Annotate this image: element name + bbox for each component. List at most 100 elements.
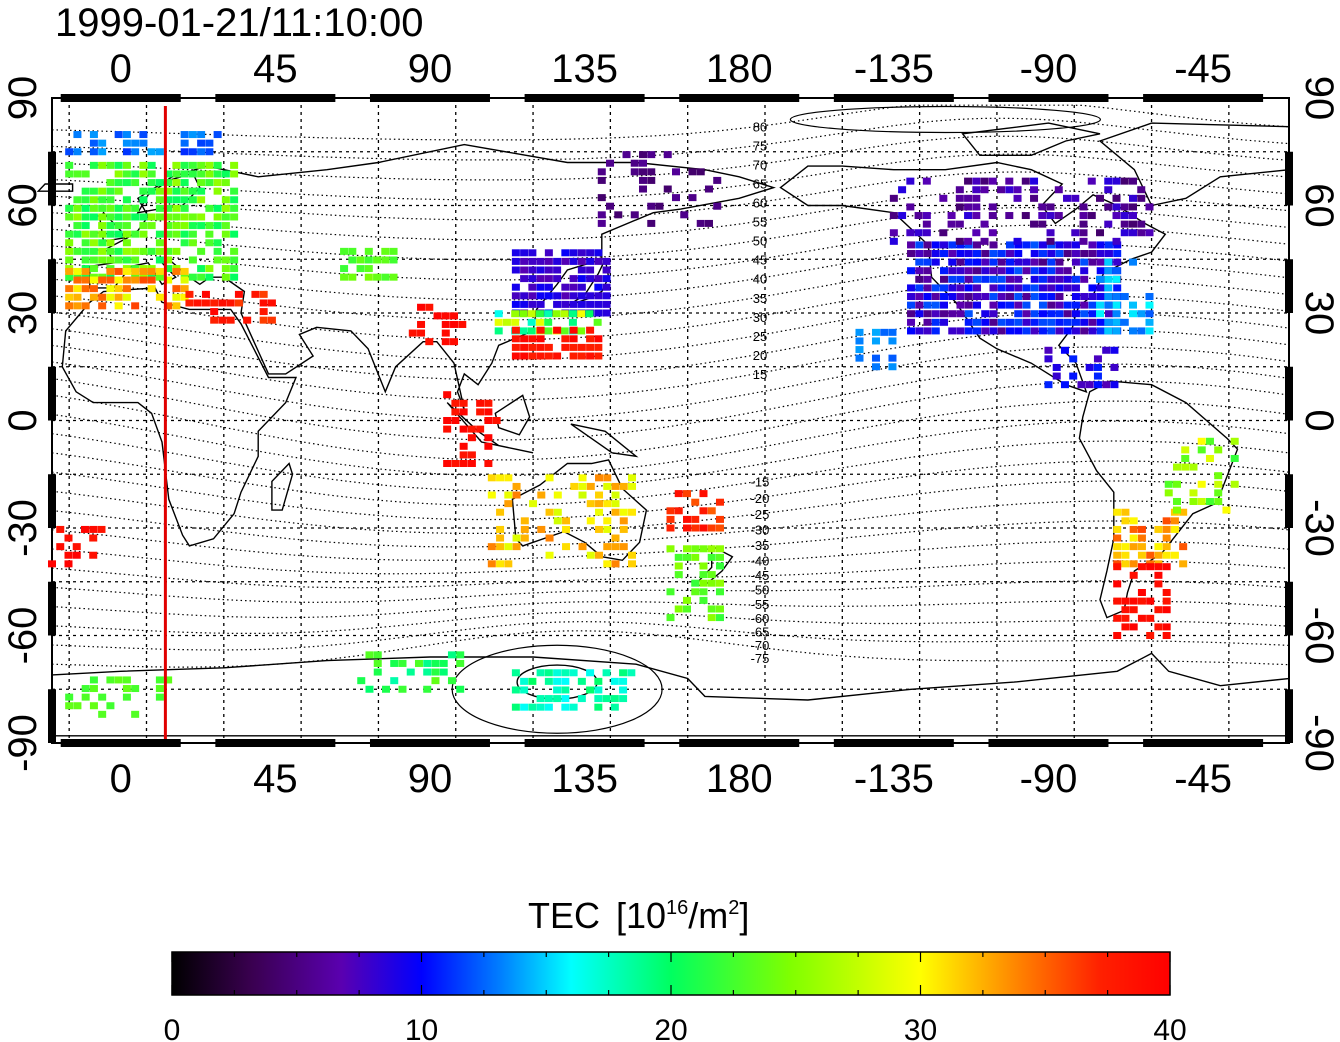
tec-cell: [595, 551, 604, 559]
tec-cell: [586, 343, 595, 351]
tec-cell: [98, 213, 107, 221]
tec-cell: [997, 250, 1006, 258]
tec-cell: [1014, 250, 1023, 258]
tec-cell: [1022, 327, 1031, 335]
tec-cell: [98, 256, 107, 264]
tec-cell: [715, 515, 724, 523]
tec-cell: [81, 276, 90, 284]
tec-cell: [1121, 614, 1130, 622]
tec-cell: [602, 309, 611, 317]
tec-cell: [964, 327, 973, 335]
tec-cell: [595, 508, 604, 516]
tec-cell: [131, 170, 140, 178]
tec-cell: [139, 170, 148, 178]
magnetic-contour: [51, 311, 1290, 381]
tec-cell: [1162, 632, 1171, 639]
tec-cell: [630, 159, 639, 167]
tec-cell: [674, 605, 683, 613]
tec-cell: [122, 239, 131, 247]
tec-cell: [520, 703, 529, 711]
tec-cell: [602, 300, 611, 308]
magnetic-lat-label: -55: [751, 597, 770, 612]
tec-cell: [423, 659, 432, 667]
tec-cell: [981, 318, 990, 326]
tec-cell: [520, 534, 529, 542]
tec-cell: [682, 596, 691, 604]
tec-cell: [139, 187, 148, 195]
tec-cell: [81, 222, 90, 230]
tec-cell: [923, 327, 932, 335]
tec-cell: [441, 320, 450, 328]
frame-tick-left: [48, 474, 56, 528]
colorbar-unit-prefix: [10: [616, 895, 666, 936]
tec-cell: [1121, 551, 1130, 559]
tec-cell: [1069, 355, 1078, 363]
coastline: [51, 652, 1290, 737]
tec-cell: [188, 131, 197, 139]
tec-cell: [114, 267, 123, 275]
tec-cell: [647, 176, 656, 184]
tec-cell: [520, 677, 529, 685]
tec-cell: [398, 685, 407, 693]
tec-cell: [226, 299, 235, 307]
tec-cell: [955, 237, 964, 245]
tec-cell: [122, 170, 131, 178]
tec-cell: [197, 148, 206, 156]
tec-cell: [1129, 177, 1138, 185]
tec-cell: [691, 515, 700, 523]
tec-cell: [1096, 229, 1105, 237]
tec-cell: [213, 222, 222, 230]
tec-cell: [267, 299, 276, 307]
tec-cell: [1030, 220, 1039, 228]
coastline: [511, 459, 648, 562]
y-tick-label-right: -90: [1297, 714, 1340, 772]
tec-cell: [628, 482, 637, 490]
tec-cell: [610, 677, 619, 685]
tec-cell: [602, 275, 611, 283]
tec-cell: [1005, 177, 1014, 185]
magnetic-lat-label: 60: [753, 196, 767, 211]
tec-cell: [956, 267, 965, 275]
tec-cell: [1121, 517, 1130, 525]
tec-cell: [484, 442, 493, 450]
tec-cell: [622, 151, 631, 159]
tec-cell: [406, 668, 415, 676]
tec-cell: [553, 352, 562, 360]
tec-cell: [614, 211, 623, 219]
y-tick-label-right: -60: [1297, 607, 1340, 665]
tec-cell: [164, 230, 173, 238]
frame-tick-top: [679, 94, 800, 102]
tec-cell: [1145, 293, 1154, 301]
tec-cell: [1120, 203, 1129, 211]
tec-cell: [131, 267, 140, 275]
tec-cell: [544, 352, 553, 360]
tec-cell: [1170, 525, 1179, 533]
magnetic-lat-label: 65: [753, 177, 767, 192]
tec-cell: [180, 161, 189, 169]
tec-cell: [1145, 229, 1154, 237]
tec-cell: [373, 273, 382, 281]
tec-cell: [147, 276, 156, 284]
tec-cell: [205, 273, 214, 281]
tec-cell: [65, 170, 74, 178]
tec-cell: [441, 329, 450, 337]
tec-cell: [1047, 327, 1056, 335]
tec-cell: [536, 292, 545, 300]
tec-cell: [496, 508, 505, 516]
tec-cell: [1129, 229, 1138, 237]
tec-cell: [1038, 310, 1047, 318]
tec-cell: [64, 560, 73, 568]
tec-cell: [1112, 267, 1121, 275]
tec-cell: [871, 337, 880, 345]
coastline: [271, 462, 294, 511]
tec-cell: [619, 525, 628, 533]
tec-cell: [989, 241, 998, 249]
tec-cell: [114, 293, 123, 301]
tec-cell: [923, 310, 932, 318]
tec-cell: [561, 300, 570, 308]
tec-cell: [1005, 327, 1014, 335]
tec-cell: [1214, 480, 1223, 488]
tec-cell: [544, 695, 553, 703]
tec-cell: [1046, 203, 1055, 211]
tec-cell: [73, 285, 82, 293]
